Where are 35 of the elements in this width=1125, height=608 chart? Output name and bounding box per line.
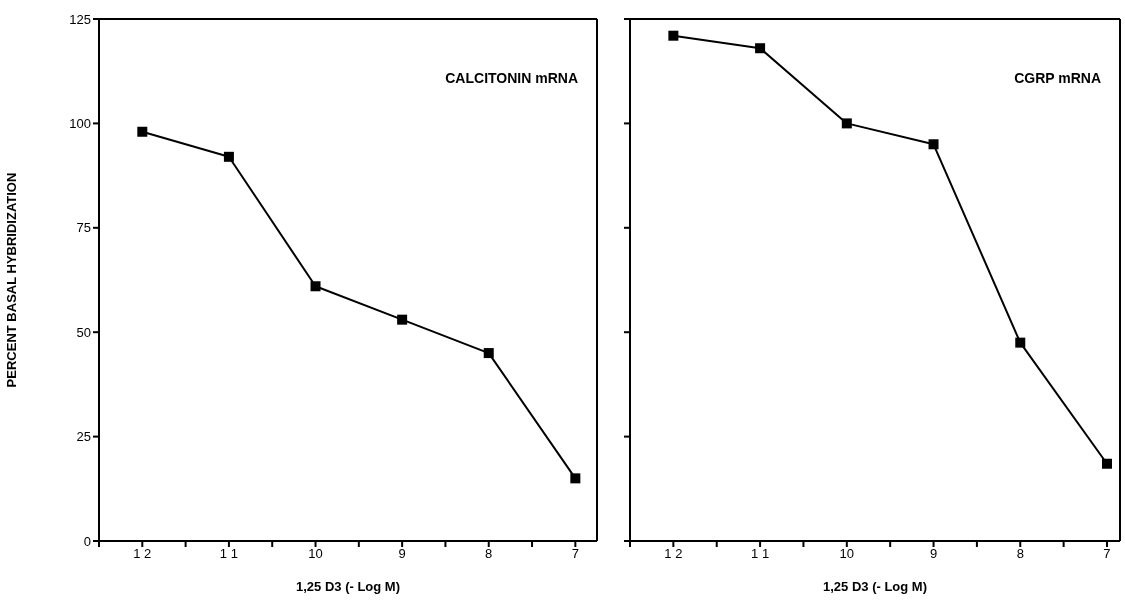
point bbox=[137, 126, 148, 137]
x-tick-label: 7 bbox=[571, 546, 579, 562]
point bbox=[310, 281, 321, 292]
point bbox=[223, 151, 234, 162]
x-tick-label: 10 bbox=[308, 546, 323, 562]
x-tick-label: 1 2 bbox=[133, 546, 152, 562]
point bbox=[483, 348, 494, 359]
annotation: CGRP mRNA bbox=[1014, 70, 1101, 86]
y-tick-label: 50 bbox=[76, 324, 91, 340]
y-tick-label: 25 bbox=[76, 429, 91, 445]
x-axis-title: 1,25 D3 (- Log M) bbox=[295, 579, 401, 594]
x-tick-label: 10 bbox=[839, 546, 855, 562]
annotation: CALCITONIN mRNA bbox=[445, 70, 578, 86]
x-tick-label: 1 2 bbox=[664, 546, 683, 562]
point bbox=[841, 118, 852, 129]
x-tick-label: 1 1 bbox=[751, 546, 770, 562]
point bbox=[928, 139, 939, 150]
point bbox=[397, 314, 408, 325]
x-tick-label: 9 bbox=[929, 546, 938, 562]
x-tick-label: 8 bbox=[1016, 546, 1024, 562]
x-tick-label: 8 bbox=[485, 546, 493, 562]
point bbox=[1101, 458, 1112, 469]
point bbox=[1015, 337, 1026, 348]
x-tick-label: 1 1 bbox=[219, 546, 238, 562]
x-tick-label: 9 bbox=[398, 546, 406, 562]
point bbox=[755, 43, 766, 54]
point bbox=[570, 473, 581, 484]
x-axis-title: 1,25 D3 (- Log M) bbox=[822, 579, 928, 594]
y-tick-label: 100 bbox=[69, 116, 91, 132]
x-tick-label: 7 bbox=[1103, 546, 1111, 562]
y-tick-label: 0 bbox=[83, 533, 91, 549]
y-tick-label: 125 bbox=[69, 11, 91, 27]
y-tick-label: 75 bbox=[76, 220, 91, 236]
y-axis-title: PERCENT BASAL HYBRIDIZATION bbox=[3, 172, 19, 388]
point bbox=[668, 30, 679, 41]
